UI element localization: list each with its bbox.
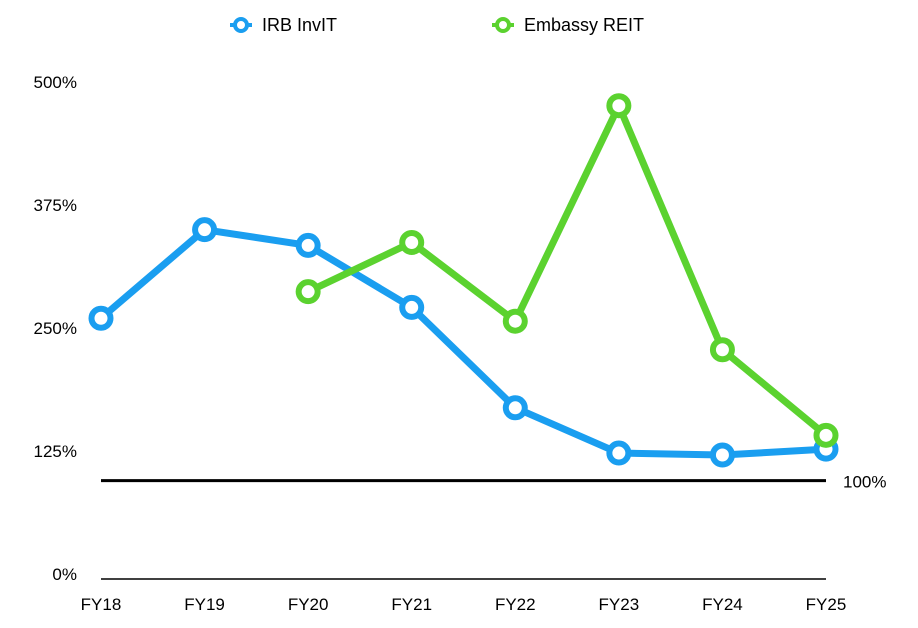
x-tick-label: FY25 [806, 595, 847, 614]
x-tick-label: FY19 [184, 595, 225, 614]
x-tick-label: FY22 [495, 595, 536, 614]
y-tick-label: 375% [34, 196, 77, 215]
data-point-embassy-reit [813, 422, 839, 448]
series-line-embassy-reit [304, 102, 830, 439]
data-point-irb-invit [502, 395, 528, 421]
data-point-embassy-reit [502, 308, 528, 334]
x-axis: FY18 FY19 FY20 FY21 FY22 FY23 FY24 FY25 [81, 578, 847, 614]
reference-line-group: 100% [101, 473, 886, 492]
x-tick-label: FY23 [599, 595, 640, 614]
x-tick-label: FY24 [702, 595, 743, 614]
data-point-embassy-reit [399, 229, 425, 255]
data-point-irb-invit [606, 440, 632, 466]
legend-marker-embassy-reit [495, 17, 511, 33]
data-point-irb-invit [399, 294, 425, 320]
y-tick-label: 0% [52, 565, 77, 584]
data-point-irb-invit [88, 305, 114, 331]
data-point-irb-invit [709, 442, 735, 468]
data-point-irb-invit [295, 232, 321, 258]
legend-label-embassy-reit: Embassy REIT [524, 15, 644, 35]
y-tick-label: 250% [34, 319, 77, 338]
y-tick-label: 125% [34, 442, 77, 461]
series-group [88, 93, 839, 468]
legend-marker-irb-invit [233, 17, 249, 33]
x-tick-label: FY21 [391, 595, 432, 614]
y-tick-label: 500% [34, 73, 77, 92]
data-point-embassy-reit [709, 337, 735, 363]
series-line-irb-invit [97, 226, 830, 459]
x-tick-label: FY18 [81, 595, 122, 614]
y-axis: 0% 125% 250% 375% 500% [34, 73, 77, 584]
data-point-irb-invit [192, 217, 218, 243]
reference-line-label: 100% [843, 473, 886, 492]
data-point-embassy-reit [295, 279, 321, 305]
legend-label-irb-invit: IRB InvIT [262, 15, 337, 35]
x-tick-label: FY20 [288, 595, 329, 614]
legend: IRB InvIT Embassy REIT [230, 15, 644, 35]
data-point-embassy-reit [606, 93, 632, 119]
